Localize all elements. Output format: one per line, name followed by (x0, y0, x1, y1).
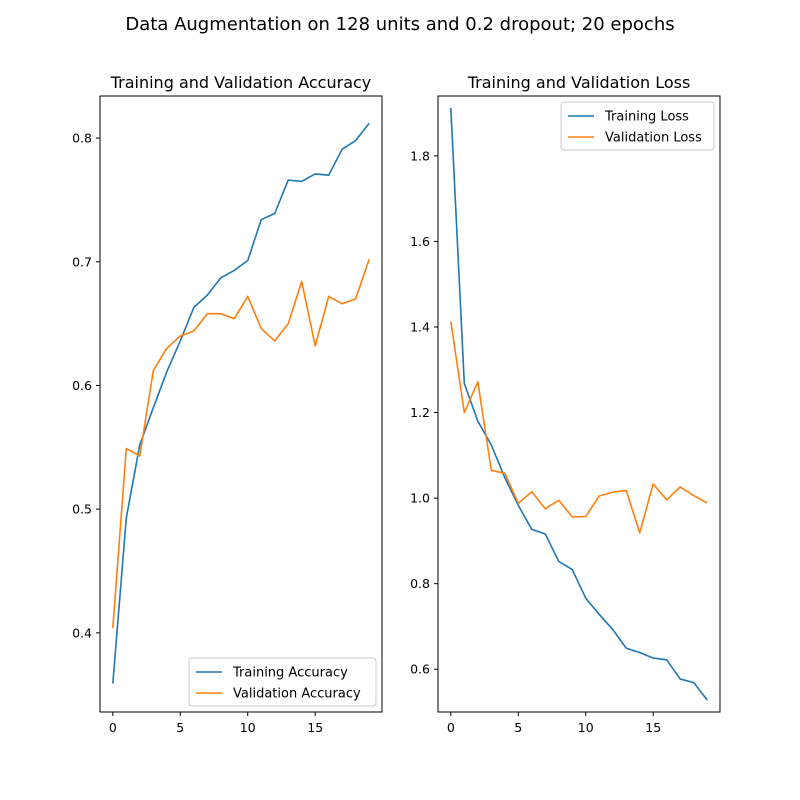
accuracy-y-tick-label: 0.7 (72, 254, 92, 269)
accuracy-legend-label: Training Accuracy (232, 666, 348, 681)
accuracy-x-tick-label: 10 (240, 720, 256, 735)
accuracy-y-tick-label: 0.6 (72, 378, 92, 393)
loss-series-line-training-loss (450, 107, 708, 701)
loss-x-tick-label: 15 (645, 720, 661, 735)
accuracy-y-tick-label: 0.4 (72, 625, 92, 640)
loss-x-tick-label: 5 (514, 720, 522, 735)
accuracy-legend (188, 657, 377, 707)
accuracy-series-line-training-accuracy (112, 122, 370, 684)
loss-y-tick-label: 1.0 (410, 491, 430, 506)
accuracy-chart: Training and Validation Accuracy 0 5 10 15 0… (72, 73, 383, 735)
loss-y-tick-label: 0.8 (410, 576, 430, 591)
loss-chart-title: Training and Validation Loss (467, 73, 691, 92)
accuracy-y-tick-label: 0.8 (72, 131, 92, 146)
figure-suptitle: Data Augmentation on 128 units and 0.2 d… (125, 14, 674, 35)
loss-legend (560, 101, 715, 151)
loss-y-tick-label: 1.6 (410, 234, 430, 249)
loss-y-tick-label: 1.4 (410, 320, 430, 335)
loss-y-tick-label: 1.2 (410, 405, 430, 420)
loss-x-tick-label: 10 (578, 720, 594, 735)
accuracy-plot-frame (99, 95, 383, 713)
accuracy-legend-label: Validation Accuracy (233, 687, 361, 702)
accuracy-x-tick-label: 15 (307, 720, 323, 735)
loss-legend-label: Validation Loss (605, 131, 702, 146)
accuracy-x-tick-label: 0 (109, 720, 117, 735)
loss-y-tick-label: 0.6 (410, 662, 430, 677)
loss-chart: Training and Validation Loss 0 5 10 15 0.6 0.… (410, 73, 721, 735)
accuracy-chart-title: Training and Validation Accuracy (110, 73, 372, 92)
accuracy-x-tick-label: 5 (176, 720, 184, 735)
loss-plot-frame (437, 95, 721, 713)
loss-x-tick-label: 0 (447, 720, 455, 735)
loss-series-line-validation-loss (450, 321, 708, 534)
loss-legend-label: Training Loss (604, 110, 689, 125)
accuracy-series-line-validation-accuracy (112, 259, 370, 628)
loss-y-tick-label: 1.8 (410, 148, 430, 163)
accuracy-y-tick-label: 0.5 (72, 502, 92, 517)
